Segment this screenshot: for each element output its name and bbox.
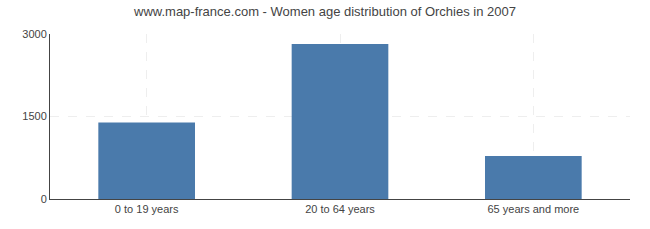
svg-text:65 years and more: 65 years and more	[487, 203, 579, 215]
svg-text:0: 0	[41, 193, 47, 205]
svg-text:www.map-france.com - Women age: www.map-france.com - Women age distribut…	[133, 4, 516, 19]
svg-text:0 to 19 years: 0 to 19 years	[115, 203, 179, 215]
svg-text:1500: 1500	[22, 110, 46, 122]
svg-text:20 to 64 years: 20 to 64 years	[305, 203, 375, 215]
svg-text:3000: 3000	[22, 28, 46, 40]
